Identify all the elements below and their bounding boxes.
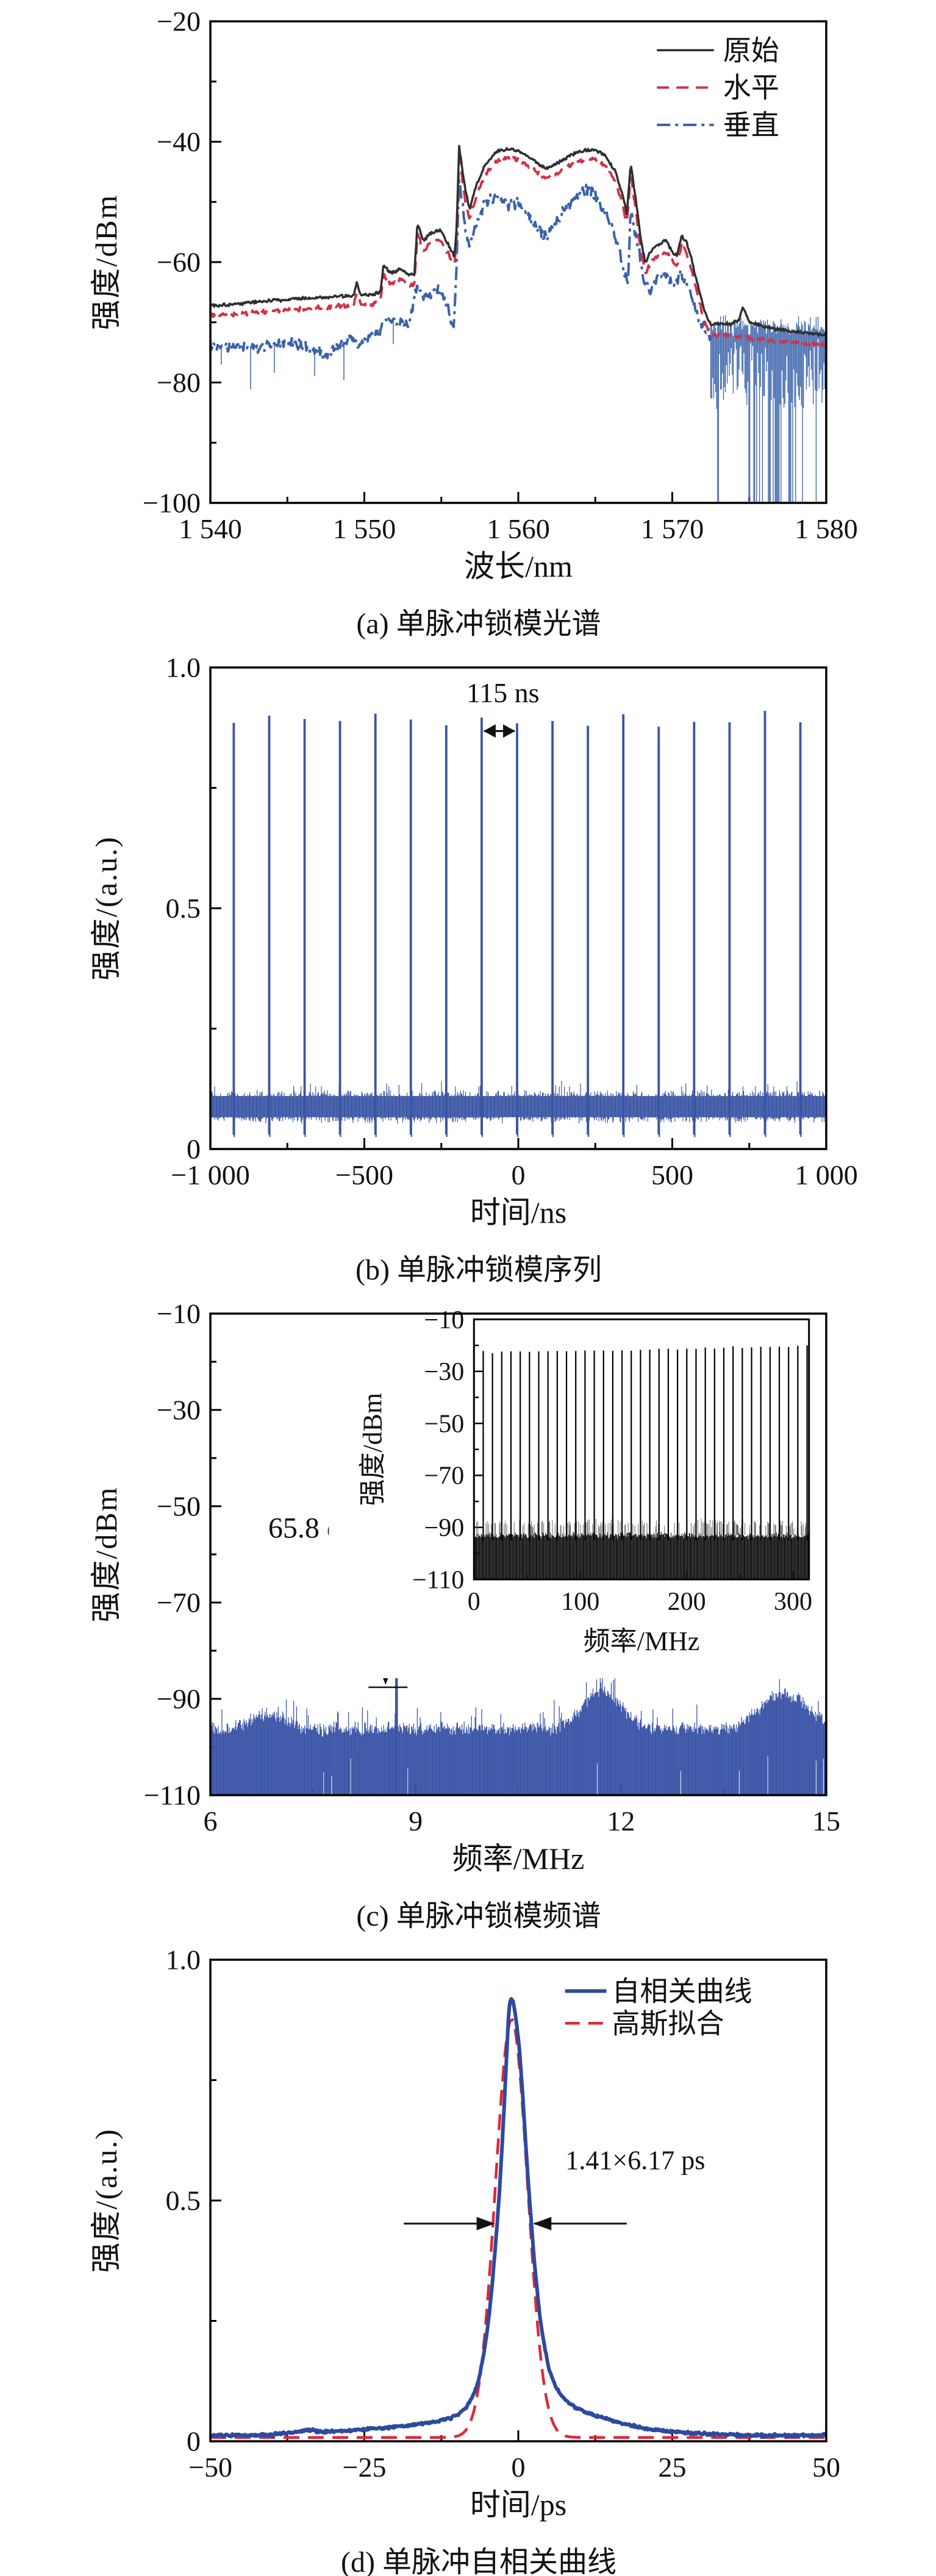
svg-text:−60: −60 bbox=[157, 247, 201, 278]
svg-text:频率/MHz: 频率/MHz bbox=[584, 1626, 700, 1656]
svg-text:−90: −90 bbox=[157, 1684, 201, 1715]
panel-b: −1 000 −500 0 500 1 000 0 0.5 1.0 115 ns 强度/(a.u… bbox=[0, 646, 936, 1292]
svg-text:1 000: 1 000 bbox=[795, 1159, 858, 1190]
svg-text:50: 50 bbox=[812, 2452, 840, 2483]
svg-text:原始: 原始 bbox=[723, 35, 779, 66]
svg-text:0: 0 bbox=[512, 1159, 526, 1190]
svg-text:水平: 水平 bbox=[723, 73, 779, 104]
axis-ticks: 1 540 1 550 1 560 1 570 1 580 −20 −40 −60 −80 −10… bbox=[143, 6, 858, 544]
x-axis-label-a: 波长/nm bbox=[464, 549, 573, 583]
series-gauss-fit bbox=[210, 2018, 826, 2439]
svg-text:0.5: 0.5 bbox=[166, 893, 201, 924]
svg-text:0: 0 bbox=[187, 1134, 201, 1165]
y-axis-label-d: 强度/(a.u.) bbox=[89, 2128, 123, 2273]
svg-text:−500: −500 bbox=[335, 1159, 393, 1190]
svg-text:1 560: 1 560 bbox=[487, 513, 550, 544]
caption-d: (d) 单脉冲自相关曲线 bbox=[341, 2546, 616, 2576]
caption-c: (c) 单脉冲锁模频谱 bbox=[356, 1900, 601, 1932]
inset-chart: 0 100 200 300 −10 −30 −50 −70 −90 −110 强度/dBm 频率/MH… bbox=[329, 1306, 818, 1679]
svg-text:−1 000: −1 000 bbox=[171, 1159, 249, 1190]
svg-text:高斯拟合: 高斯拟合 bbox=[612, 2008, 724, 2039]
svg-text:25: 25 bbox=[659, 2452, 687, 2483]
axis-ticks: −1 000 −500 0 500 1 000 0 0.5 1.0 bbox=[166, 652, 858, 1190]
svg-text:自相关曲线: 自相关曲线 bbox=[612, 1976, 752, 2007]
series-autocorrelation bbox=[209, 1997, 827, 2439]
y-axis-label-a: 强度/dBm bbox=[89, 194, 123, 330]
panel-a: 1 540 1 550 1 560 1 570 1 580 −20 −40 −60 −80 −10… bbox=[0, 0, 936, 646]
svg-text:115 ns: 115 ns bbox=[466, 677, 540, 708]
svg-text:1 550: 1 550 bbox=[333, 513, 396, 544]
annotation-115ns: 115 ns bbox=[466, 677, 540, 738]
svg-text:9: 9 bbox=[409, 1806, 423, 1837]
svg-text:1 540: 1 540 bbox=[179, 513, 242, 544]
rf-noise-floor bbox=[210, 1671, 826, 1795]
chart-a-canvas: 1 540 1 550 1 560 1 570 1 580 −20 −40 −60 −80 −10… bbox=[143, 6, 858, 544]
svg-text:强度/dBm: 强度/dBm bbox=[357, 1393, 387, 1506]
svg-text:−40: −40 bbox=[157, 126, 201, 157]
svg-text:0: 0 bbox=[512, 2452, 526, 2483]
svg-text:300: 300 bbox=[774, 1588, 812, 1616]
svg-text:1 580: 1 580 bbox=[795, 513, 858, 544]
pulse-train bbox=[210, 711, 826, 1137]
svg-text:−30: −30 bbox=[424, 1358, 465, 1386]
svg-text:−10: −10 bbox=[157, 1298, 201, 1329]
svg-text:0.5: 0.5 bbox=[166, 2185, 201, 2216]
svg-text:−50: −50 bbox=[424, 1410, 465, 1438]
axis-ticks: 0 100 200 300 −10 −30 −50 −70 −90 −110 bbox=[412, 1306, 812, 1616]
caption-a: (a) 单脉冲锁模光谱 bbox=[356, 608, 601, 640]
svg-text:−70: −70 bbox=[157, 1587, 201, 1618]
axis-ticks: 6 9 12 15 −10 −30 −50 −70 −90 −110 bbox=[144, 1298, 840, 1837]
svg-text:1.41×6.17 ps: 1.41×6.17 ps bbox=[565, 2146, 705, 2176]
svg-text:−25: −25 bbox=[343, 2452, 387, 2483]
x-axis-label-c: 频率/MHz bbox=[452, 1841, 585, 1876]
svg-text:15: 15 bbox=[812, 1806, 840, 1837]
svg-text:−50: −50 bbox=[188, 2452, 232, 2483]
svg-text:100: 100 bbox=[561, 1588, 599, 1616]
svg-text:−50: −50 bbox=[157, 1491, 201, 1522]
chart-b-canvas: −1 000 −500 0 500 1 000 0 0.5 1.0 115 ns bbox=[166, 652, 858, 1190]
series-2 bbox=[209, 179, 826, 503]
svg-text:−110: −110 bbox=[144, 1780, 201, 1811]
series-0 bbox=[210, 144, 827, 337]
svg-text:0: 0 bbox=[187, 2426, 201, 2457]
x-axis-label-b: 时间/ns bbox=[470, 1195, 567, 1229]
svg-text:−110: −110 bbox=[412, 1566, 464, 1594]
svg-text:1.0: 1.0 bbox=[166, 652, 201, 683]
svg-text:6: 6 bbox=[204, 1806, 218, 1837]
annotation-width: 1.41×6.17 ps bbox=[404, 2146, 705, 2230]
svg-text:−70: −70 bbox=[424, 1462, 465, 1490]
svg-text:−30: −30 bbox=[157, 1395, 201, 1426]
svg-text:垂直: 垂直 bbox=[723, 110, 779, 141]
svg-text:1 570: 1 570 bbox=[641, 513, 704, 544]
svg-text:1.0: 1.0 bbox=[166, 1944, 201, 1976]
y-axis-label-c: 强度/dBm bbox=[89, 1486, 123, 1623]
svg-text:500: 500 bbox=[651, 1159, 693, 1190]
svg-text:0: 0 bbox=[468, 1588, 481, 1616]
svg-text:−80: −80 bbox=[157, 367, 201, 398]
svg-text:−20: −20 bbox=[157, 6, 201, 37]
svg-text:−90: −90 bbox=[424, 1514, 465, 1542]
svg-text:−10: −10 bbox=[424, 1306, 465, 1334]
panel-c: 6 9 12 15 −10 −30 −50 −70 −90 −110 65.8 dB 0 100 200 3… bbox=[0, 1292, 936, 1938]
svg-text:−100: −100 bbox=[143, 488, 201, 519]
axis-ticks: −50 −25 0 25 50 0 0.5 1.0 bbox=[166, 1944, 841, 2483]
caption-b: (b) 单脉冲锁模序列 bbox=[355, 1254, 602, 1286]
svg-text:12: 12 bbox=[607, 1806, 635, 1837]
panel-d: −50 −25 0 25 50 0 0.5 1.0 自相关曲线 高斯拟合 1.41×6.17 ps … bbox=[0, 1938, 936, 2576]
x-axis-label-d: 时间/ps bbox=[470, 2488, 567, 2522]
y-axis-label-b: 强度/(a.u.) bbox=[89, 836, 123, 981]
svg-text:200: 200 bbox=[668, 1588, 706, 1616]
series-1 bbox=[209, 155, 827, 348]
